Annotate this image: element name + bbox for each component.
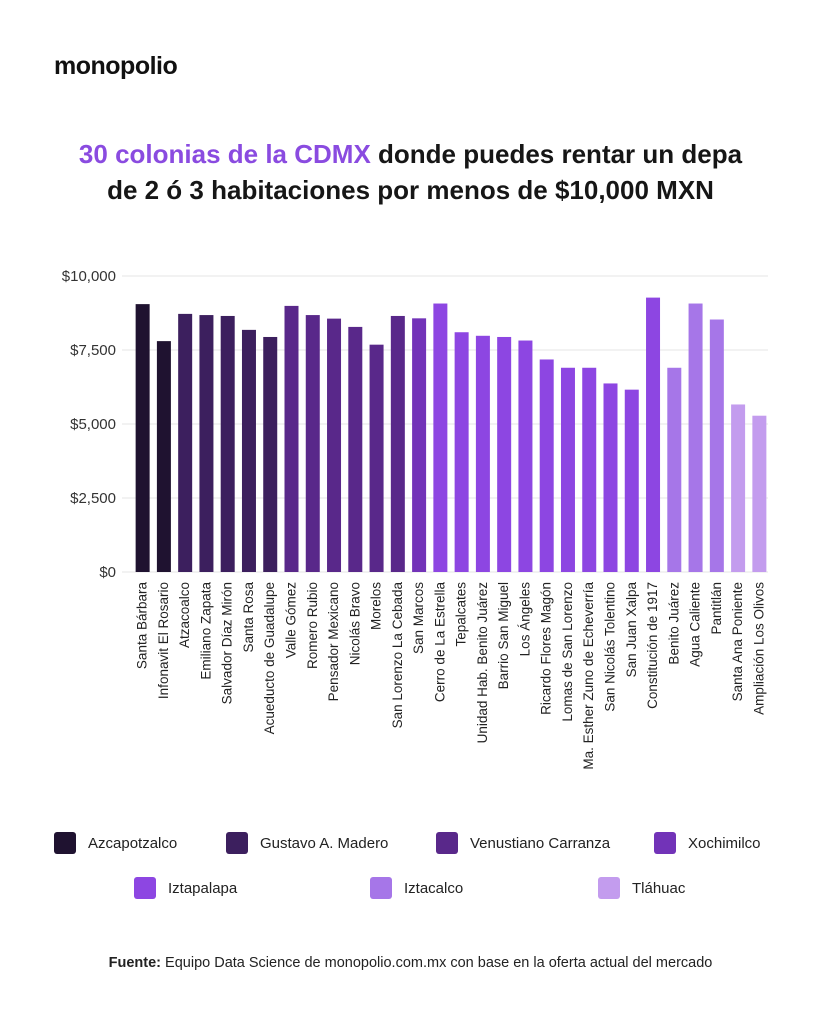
legend-label: Gustavo A. Madero	[260, 834, 389, 852]
bar	[688, 303, 703, 572]
x-tick-label: Atzacoalco	[177, 582, 192, 648]
source-note: Fuente: Equipo Data Science de monopolio…	[0, 955, 821, 971]
x-tick-label: Santa Rosa	[241, 582, 256, 653]
x-tick-label: Ricardo Flores Magón	[539, 582, 554, 715]
source-text: Equipo Data Science de monopolio.com.mx …	[161, 955, 713, 971]
y-tick-label: $5,000	[70, 416, 116, 433]
bar	[667, 367, 682, 572]
x-tick-label: Benito Juárez	[666, 582, 681, 665]
title-rest-line1: donde puedes rentar un depa	[370, 139, 743, 169]
legend-label: Venustiano Carranza	[470, 834, 611, 852]
legend-item: Gustavo A. Madero	[226, 832, 388, 854]
x-tick-label: Ampliación Los Olivos	[751, 582, 766, 715]
legend-swatch	[370, 877, 392, 899]
x-tick-label: Los Ángeles	[517, 582, 532, 657]
y-tick-label: $7,500	[70, 342, 116, 359]
bar	[156, 341, 171, 572]
x-tick-label: Tepalcates	[454, 582, 469, 647]
y-tick-label: $2,500	[70, 490, 116, 507]
bar	[241, 329, 256, 572]
x-tick-label: Valle Gómez	[284, 582, 299, 659]
bar	[539, 359, 554, 572]
bar	[263, 336, 278, 572]
x-tick-label: Unidad Hab. Benito Juárez	[475, 582, 490, 744]
bar	[475, 335, 490, 572]
x-tick-label: San Lorenzo La Cebada	[390, 582, 405, 729]
bar	[412, 318, 427, 572]
legend-swatch	[654, 832, 676, 854]
source-label: Fuente:	[108, 955, 162, 971]
bar	[454, 332, 469, 572]
bar	[582, 367, 597, 572]
legend-item: Iztacalco	[370, 877, 463, 899]
bar	[731, 404, 746, 572]
x-tick-label: Pensador Mexicano	[326, 582, 341, 701]
bar	[709, 319, 724, 572]
x-tick-label: San Nicolás Tolentino	[603, 582, 618, 712]
y-tick-label: $10,000	[62, 268, 116, 285]
bar	[178, 313, 193, 572]
x-tick-label: Morelos	[369, 582, 384, 630]
legend-swatch	[226, 832, 248, 854]
bar	[518, 340, 533, 572]
title-line2: de 2 ó 3 habitaciones por menos de $10,0…	[107, 175, 714, 205]
bar	[284, 305, 299, 572]
bar	[305, 315, 320, 572]
legend-swatch	[598, 877, 620, 899]
legend-label: Azcapotzalco	[88, 834, 178, 852]
legend-label: Iztacalco	[404, 879, 464, 897]
x-tick-label: Ma. Esther Zuno de Echeverría	[581, 582, 596, 770]
legend-item: Venustiano Carranza	[436, 832, 610, 854]
x-tick-label: Santa Ana Poniente	[730, 582, 745, 701]
bar	[603, 383, 618, 572]
legend-label: Tláhuac	[632, 879, 686, 897]
bar	[135, 304, 150, 572]
x-tick-label: Cerro de La Estrella	[432, 582, 447, 703]
x-tick-label: Constitución de 1917	[645, 582, 660, 709]
x-tick-label: Barrio San Miguel	[496, 582, 511, 689]
bar	[390, 315, 405, 572]
x-tick-label: Nicolás Bravo	[347, 582, 362, 665]
legend-swatch	[436, 832, 458, 854]
x-tick-label: Agua Caliente	[688, 582, 703, 667]
bar	[348, 326, 363, 572]
x-tick-label: Pantitlán	[709, 582, 724, 635]
y-tick-label: $0	[99, 564, 116, 581]
bar	[433, 303, 448, 572]
bar	[624, 389, 639, 572]
bar	[199, 315, 214, 572]
bar	[646, 297, 661, 572]
title-highlight: 30 colonias de la CDMX	[78, 139, 371, 169]
legend-item: Xochimilco	[654, 832, 761, 854]
x-tick-label: Emiliano Zapata	[198, 582, 213, 680]
bar	[497, 336, 512, 572]
legend-item: Azcapotzalco	[54, 832, 177, 854]
x-tick-label: Lomas de San Lorenzo	[560, 582, 575, 722]
x-tick-label: Infonavit El Rosario	[156, 582, 171, 699]
x-tick-label: Acueducto de Guadalupe	[262, 582, 277, 734]
bar	[327, 318, 342, 572]
chart-title: 30 colonias de la CDMX donde puedes rent…	[30, 136, 791, 208]
x-tick-label: San Juan Xalpa	[624, 582, 639, 678]
bar-chart: $0 $2,500 $5,000 $7,500 $10,000 Santa Bárbara…	[62, 268, 768, 770]
x-tick-label: Salvador Díaz Mirón	[220, 582, 235, 704]
monopolio-logo: monopolio	[54, 52, 178, 80]
bar	[752, 415, 767, 572]
x-tick-label: Romero Rubio	[305, 582, 320, 669]
legend-item: Iztapalapa	[134, 877, 237, 899]
x-tick-label: Santa Bárbara	[135, 582, 150, 670]
x-tick-label: San Marcos	[411, 582, 426, 654]
bar	[369, 344, 384, 572]
legend-swatch	[54, 832, 76, 854]
legend-swatch	[134, 877, 156, 899]
bar	[220, 315, 235, 572]
legend-label: Xochimilco	[688, 834, 761, 852]
legend-item: Tláhuac	[598, 877, 685, 899]
bar	[560, 367, 575, 572]
legend-label: Iztapalapa	[168, 879, 238, 897]
